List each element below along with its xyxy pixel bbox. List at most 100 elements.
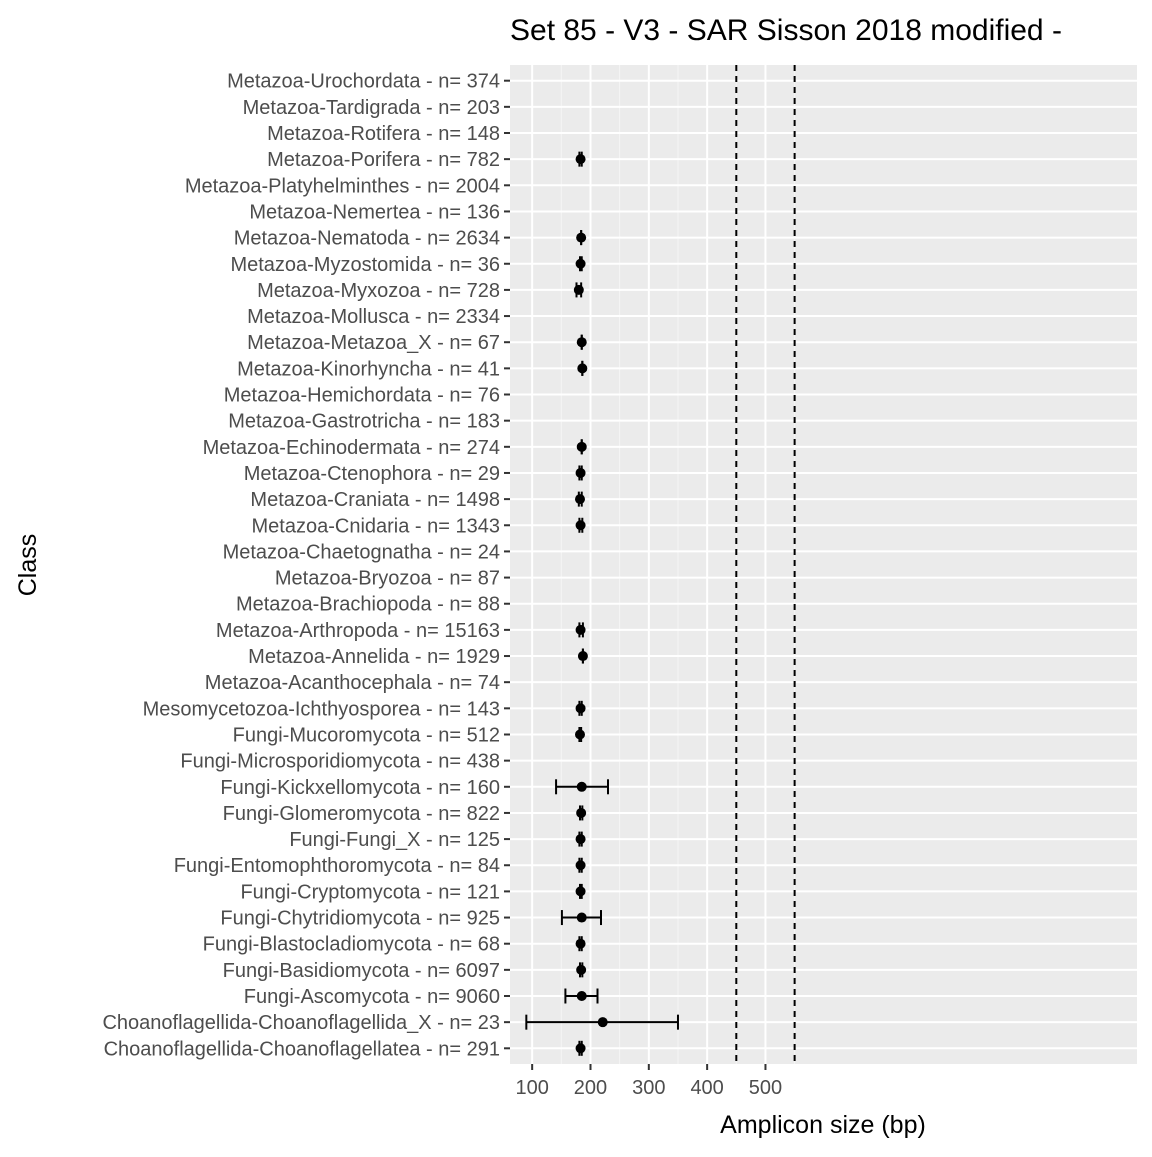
y-tick-label: Metazoa-Tardigrada - n= 203: [243, 97, 500, 119]
mean-point: [575, 938, 586, 949]
y-tick-label: Fungi-Fungi_X - n= 125: [289, 829, 500, 851]
data-point-group: [574, 726, 585, 742]
y-axis: Metazoa-Urochordata - n= 374 Metazoa-Tard…: [102, 71, 510, 1060]
y-tick-label: Fungi-Mucoromycota - n= 512: [233, 724, 500, 746]
data-point-group: [575, 1040, 586, 1056]
y-tick-label: Fungi-Cryptomycota - n= 121: [240, 881, 500, 903]
mean-point: [597, 1017, 608, 1028]
y-axis-title: Class: [14, 534, 42, 597]
y-tick-label: Metazoa-Ctenophora - n= 29: [244, 463, 500, 485]
data-point-group: [574, 491, 585, 507]
data-points: [525, 151, 679, 1056]
x-tick-label: 200: [574, 1077, 607, 1099]
mean-point: [575, 154, 586, 165]
y-tick-label: Metazoa-Rotifera - n= 148: [267, 123, 500, 145]
data-point-group: [575, 622, 586, 638]
y-tick-label: Fungi-Kickxellomycota - n= 160: [220, 777, 500, 799]
mean-point: [575, 624, 586, 635]
y-tick-label: Metazoa-Porifera - n= 782: [267, 149, 500, 171]
y-tick-label: Metazoa-Kinorhyncha - n= 41: [237, 358, 500, 380]
y-tick-label: Metazoa-Nematoda - n= 2634: [234, 228, 500, 250]
y-tick-label: Fungi-Glomeromycota - n= 822: [223, 803, 500, 825]
y-tick-label: Metazoa-Cnidaria - n= 1343: [252, 515, 500, 537]
y-tick-label: Metazoa-Hemichordata - n= 76: [224, 385, 500, 407]
y-tick-label: Metazoa-Echinodermata - n= 274: [203, 437, 500, 459]
mean-point: [576, 337, 587, 348]
y-tick-label: Metazoa-Gastrotricha - n= 183: [228, 411, 500, 433]
x-tick-label: 100: [515, 1077, 548, 1099]
mean-point: [576, 232, 587, 243]
mean-point: [577, 363, 588, 374]
data-point-group: [555, 779, 609, 795]
y-tick-label: Metazoa-Myzostomida - n= 36: [230, 254, 500, 276]
x-axis-title: Amplicon size (bp): [720, 1111, 926, 1139]
data-point-group: [577, 648, 588, 664]
mean-point: [574, 494, 585, 505]
y-tick-label: Fungi-Blastocladiomycota - n= 68: [203, 934, 500, 956]
y-tick-label: Choanoflagellida-Choanoflagellida_X - n=…: [102, 1012, 500, 1034]
mean-point: [576, 781, 587, 792]
y-tick-label: Metazoa-Chaetognatha - n= 24: [223, 541, 500, 563]
mean-point: [575, 886, 586, 897]
mean-point: [576, 991, 587, 1002]
y-tick-label: Metazoa-Brachiopoda - n= 88: [236, 594, 500, 616]
x-tick-label: 400: [690, 1077, 723, 1099]
y-tick-label: Fungi-Ascomycota - n= 9060: [244, 986, 500, 1008]
data-point-group: [576, 439, 587, 455]
mean-point: [575, 258, 586, 269]
y-tick-label: Metazoa-Craniata - n= 1498: [250, 489, 500, 511]
data-point-group: [573, 282, 584, 298]
data-point-group: [576, 230, 587, 246]
y-tick-label: Fungi-Entomophthoromycota - n= 84: [174, 855, 500, 877]
y-tick-label: Metazoa-Metazoa_X - n= 67: [247, 332, 500, 354]
mean-point: [575, 860, 586, 871]
data-point-group: [575, 857, 586, 873]
x-tick-label: 500: [749, 1077, 782, 1099]
x-tick-label: 300: [632, 1077, 665, 1099]
y-tick-label: Fungi-Chytridiomycota - n= 925: [220, 908, 500, 930]
data-point-group: [575, 256, 586, 272]
data-point-group: [575, 517, 586, 533]
y-tick-label: Metazoa-Bryozoa - n= 87: [275, 568, 500, 590]
data-point-group: [576, 962, 587, 978]
y-tick-label: Fungi-Basidiomycota - n= 6097: [223, 960, 500, 982]
mean-point: [575, 834, 586, 845]
mean-point: [574, 729, 585, 740]
plot-panel: [510, 65, 1137, 1064]
x-axis: 100 200 300 400 500: [515, 1064, 782, 1099]
mean-point: [575, 467, 586, 478]
data-point-group: [560, 910, 602, 926]
mean-point: [573, 284, 584, 295]
y-tick-label: Metazoa-Myxozoa - n= 728: [257, 280, 500, 302]
data-point-group: [575, 936, 586, 952]
data-point-group: [575, 700, 586, 716]
mean-point: [577, 651, 588, 662]
y-tick-label: Metazoa-Urochordata - n= 374: [227, 71, 500, 93]
data-point-group: [576, 805, 587, 821]
data-point-group: [575, 151, 586, 167]
y-tick-label: Mesomycetozoa-Ichthyosporea - n= 143: [143, 698, 500, 720]
data-point-group: [564, 988, 599, 1004]
y-tick-label: Choanoflagellida-Choanoflagellatea - n= …: [104, 1038, 500, 1060]
data-point-group: [525, 1014, 679, 1030]
y-tick-label: Fungi-Microsporidiomycota - n= 438: [180, 751, 500, 773]
data-point-group: [575, 465, 586, 481]
reference-lines: [735, 65, 796, 1064]
mean-point: [576, 912, 587, 923]
mean-point: [575, 520, 586, 531]
y-tick-label: Metazoa-Nemertea - n= 136: [249, 201, 500, 223]
mean-point: [575, 703, 586, 714]
mean-point: [576, 441, 587, 452]
y-tick-label: Metazoa-Acanthocephala - n= 74: [205, 672, 500, 694]
mean-point: [576, 807, 587, 818]
data-point-group: [575, 883, 586, 899]
data-point-group: [576, 334, 587, 350]
y-tick-label: Metazoa-Mollusca - n= 2334: [247, 306, 500, 328]
y-tick-label: Metazoa-Arthropoda - n= 15163: [216, 620, 500, 642]
data-point-group: [577, 360, 588, 376]
y-tick-label: Metazoa-Platyhelminthes - n= 2004: [185, 175, 500, 197]
data-point-group: [575, 831, 586, 847]
mean-point: [576, 964, 587, 975]
